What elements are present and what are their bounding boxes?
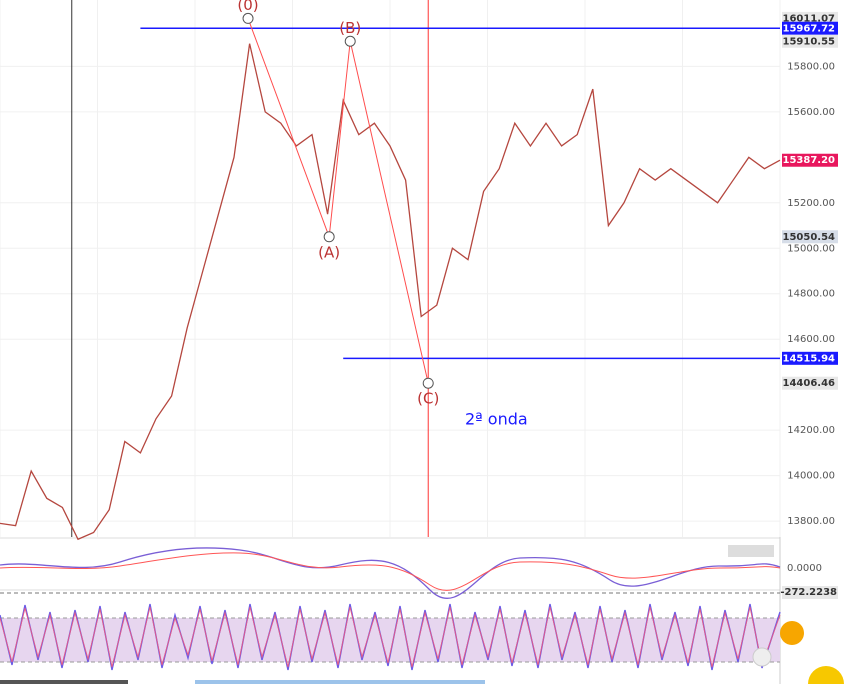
y-tick-label: 14200.00 (787, 425, 835, 436)
indicator-label-box (782, 586, 838, 599)
y-tick-label: 15000.00 (787, 243, 835, 254)
y-tick-label: 14600.00 (787, 334, 835, 345)
y-tick-label: 15200.00 (787, 198, 835, 209)
price-label-box (782, 351, 838, 365)
price-label-box (782, 153, 838, 167)
wave-label: (C) (417, 390, 439, 408)
price-label-box (782, 376, 838, 390)
price-label: 15967.72 (782, 23, 835, 34)
y-tick-label: 13800.00 (787, 516, 835, 527)
wave-label: (B) (339, 19, 361, 37)
indicator-label: -272.2238 (780, 587, 837, 598)
price-label-box (782, 34, 838, 48)
y-tick-label: 15800.00 (787, 61, 835, 72)
y-tick-label: 14800.00 (787, 289, 835, 300)
annotation: 2ª onda (465, 410, 528, 429)
wave-point (344, 35, 356, 47)
wave-point (242, 12, 254, 24)
y-tick-label: 14000.00 (787, 471, 835, 482)
price-label: 15050.54 (782, 232, 835, 243)
price-label-box (782, 230, 838, 244)
wave-line (247, 18, 429, 384)
wave-label: (0) (237, 0, 258, 14)
wave-point (323, 231, 335, 243)
price-label: 15910.55 (782, 36, 835, 47)
price-label-box (782, 21, 838, 35)
indicator-label: 0.0000 (787, 563, 822, 574)
price-label-box (782, 11, 838, 25)
price-label: 16011.07 (782, 13, 835, 24)
price-line (0, 43, 781, 541)
wave-label: (A) (318, 243, 340, 261)
price-label: 15387.20 (782, 155, 835, 166)
price-label: 14406.46 (782, 378, 835, 389)
y-tick-label: 15600.00 (787, 107, 835, 118)
price-label: 14515.94 (782, 353, 835, 364)
wave-point (422, 377, 434, 389)
